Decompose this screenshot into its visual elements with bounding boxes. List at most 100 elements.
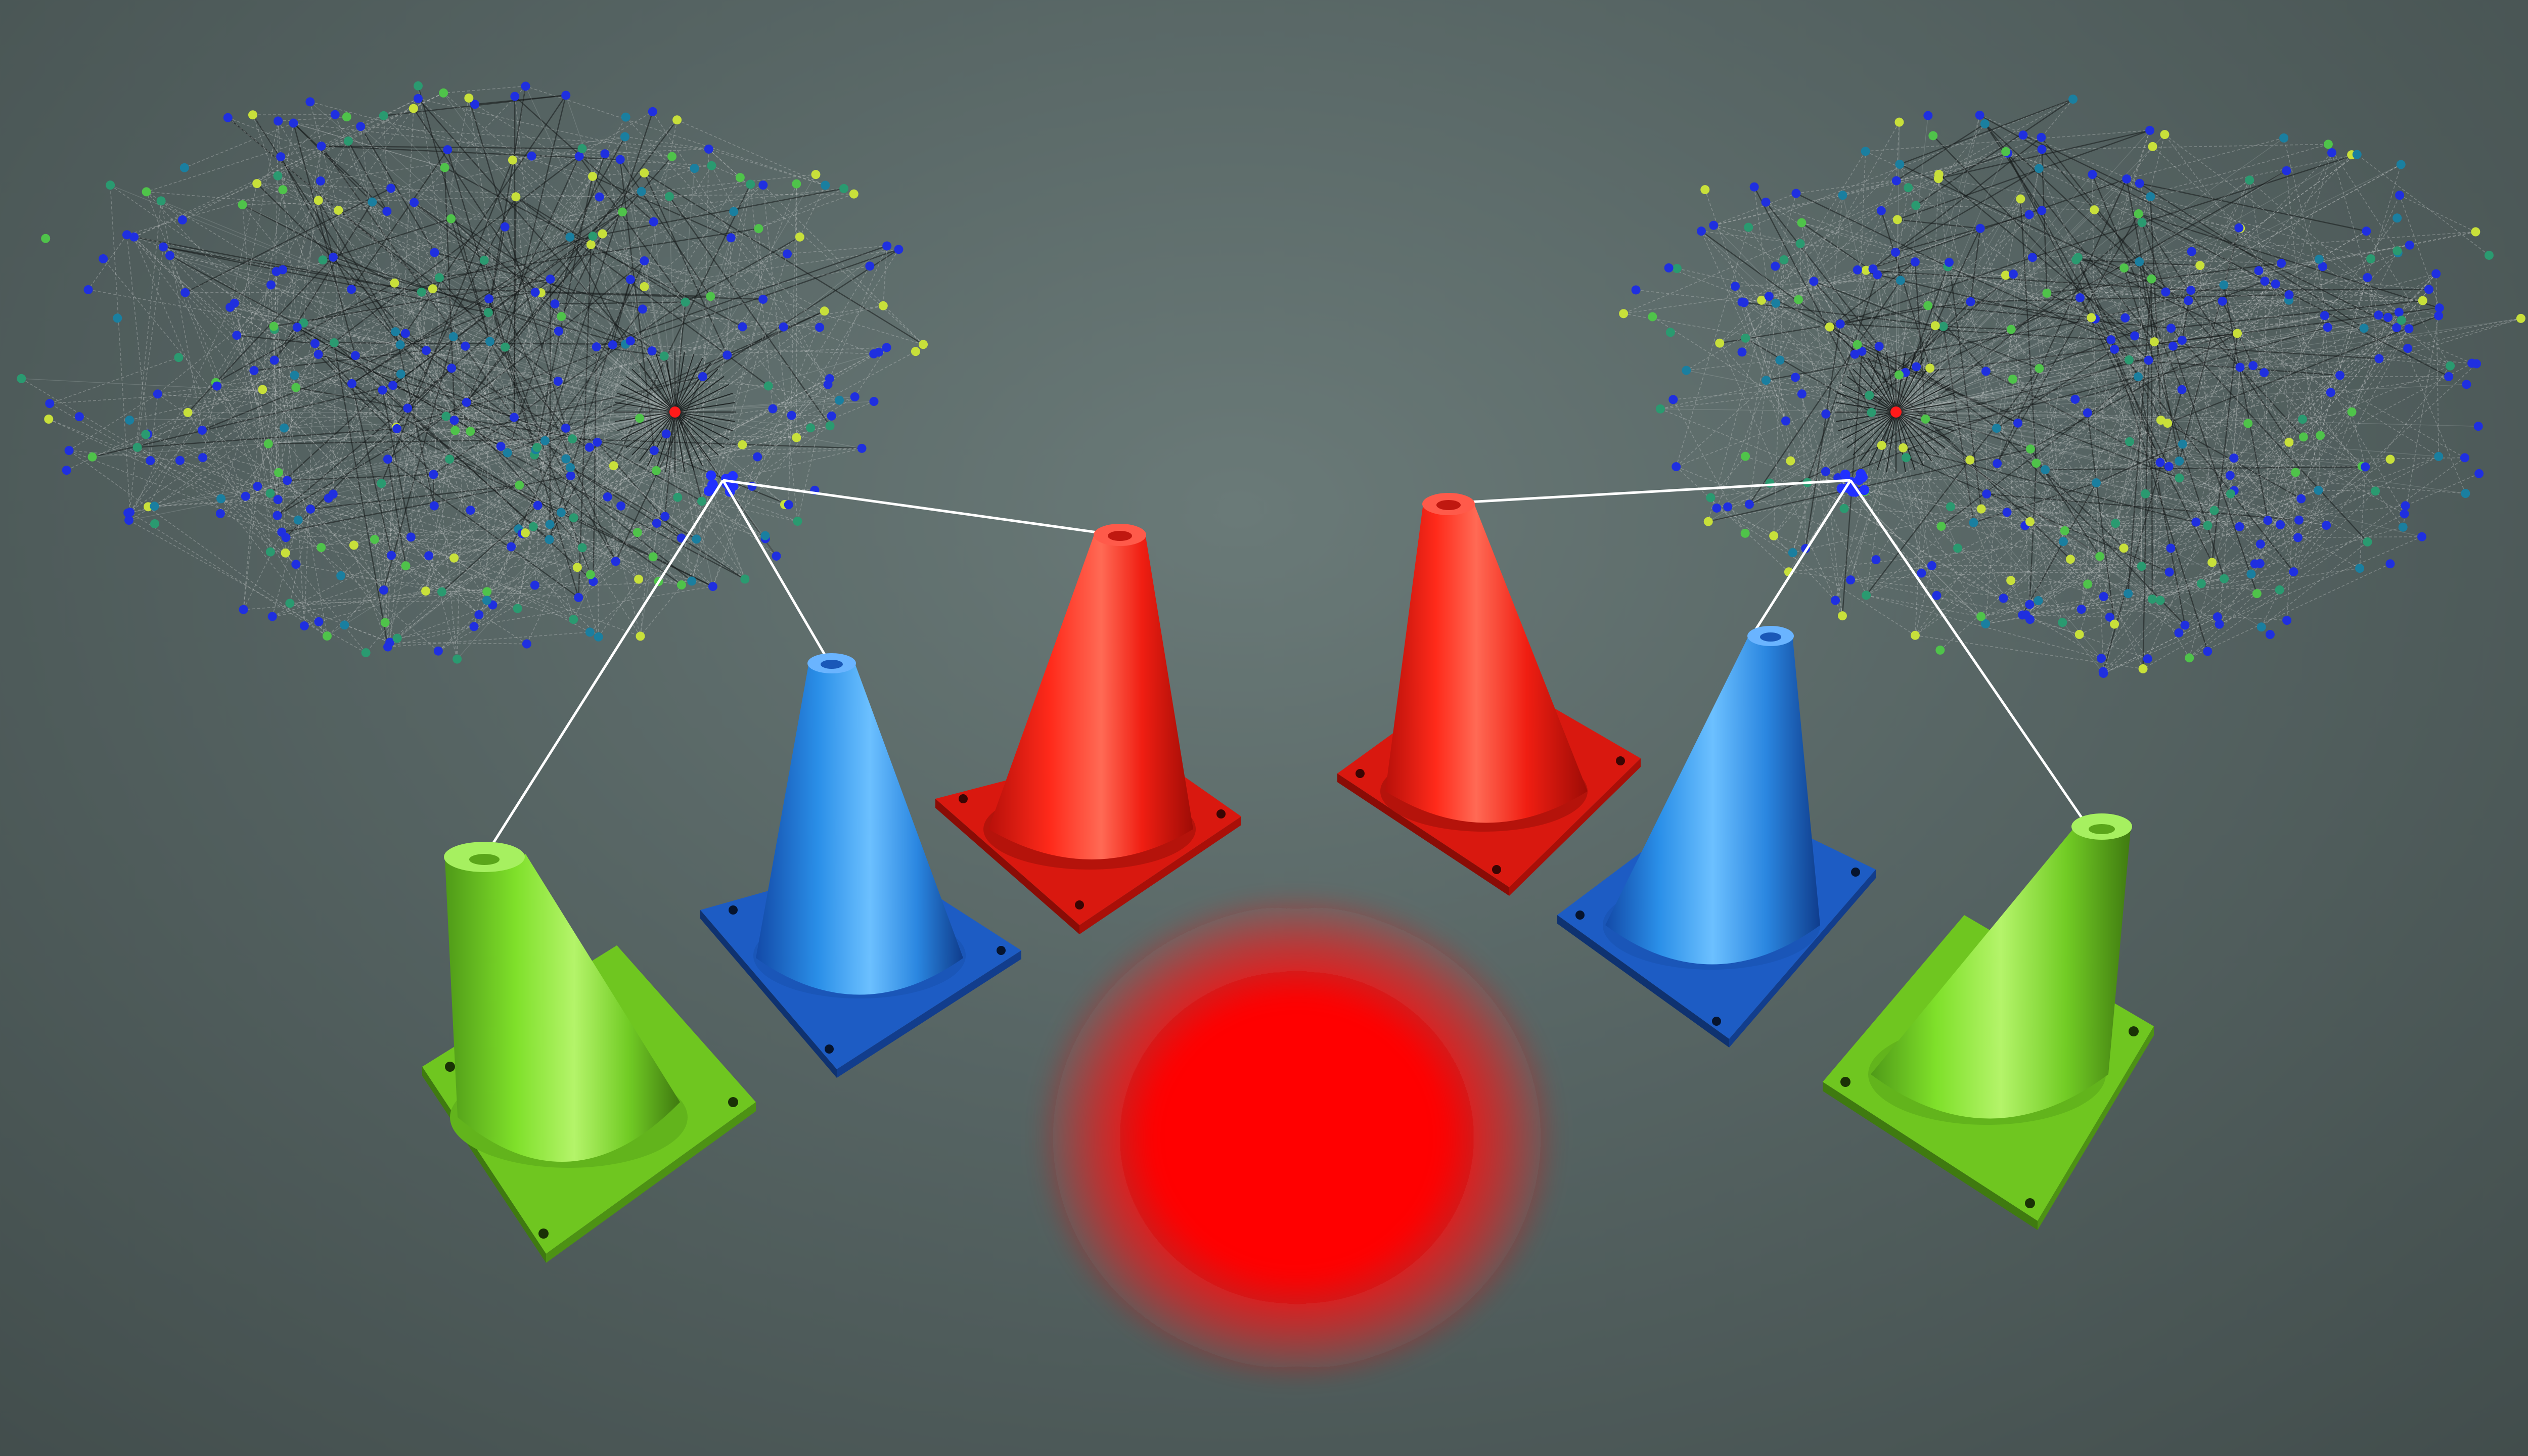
network-node xyxy=(530,288,540,297)
hub-spoke xyxy=(394,283,675,413)
network-edge xyxy=(2138,213,2440,309)
network-edge xyxy=(2129,152,2332,360)
network-edge xyxy=(49,403,151,461)
network-edge xyxy=(146,434,279,473)
network-node xyxy=(2074,629,2084,639)
network-edge xyxy=(516,193,854,198)
network-edge xyxy=(293,123,356,356)
network-edge xyxy=(1676,466,1789,572)
network-edge xyxy=(397,533,523,639)
hub-spoke xyxy=(1895,412,2025,526)
network-node xyxy=(2355,564,2365,573)
network-node xyxy=(1857,346,1867,356)
network-node xyxy=(1741,333,1750,343)
network-edge xyxy=(1931,563,2260,566)
network-edge xyxy=(318,200,334,258)
network-edge xyxy=(1708,448,2031,522)
network-edge xyxy=(2164,134,2289,301)
network-node xyxy=(1712,503,1722,513)
network-edge xyxy=(220,252,435,514)
network-edge xyxy=(355,355,471,511)
network-node xyxy=(616,501,626,511)
network-node xyxy=(276,152,286,162)
network-node xyxy=(2401,501,2410,511)
cone-right-red xyxy=(1337,493,1641,896)
hub-spoke xyxy=(400,374,675,413)
hub-spoke xyxy=(1842,195,1897,413)
network-edge xyxy=(215,282,395,383)
network-edge xyxy=(1825,471,2153,600)
hub-spoke xyxy=(1829,327,1897,413)
network-edge xyxy=(2179,152,2332,462)
network-edge xyxy=(137,447,406,566)
network-node xyxy=(122,230,131,240)
hub-spoke xyxy=(1895,376,1946,413)
network-node xyxy=(659,351,669,361)
network-edge xyxy=(150,460,392,556)
network-edge xyxy=(282,269,450,460)
network-edge xyxy=(593,500,702,582)
network-edge xyxy=(596,347,599,637)
network-node xyxy=(2293,533,2303,542)
network-edge xyxy=(396,428,599,638)
network-node xyxy=(2213,612,2222,622)
network-node xyxy=(1930,321,1940,331)
network-edge xyxy=(512,160,653,351)
network-edge xyxy=(526,356,665,644)
network-node xyxy=(343,136,353,146)
network-edge xyxy=(2099,556,2201,584)
network-node xyxy=(760,531,770,540)
network-edge xyxy=(2064,530,2142,567)
hub-spoke xyxy=(1853,369,1897,413)
network-node xyxy=(2215,619,2224,629)
network-edge xyxy=(347,141,388,212)
network-edge xyxy=(344,536,412,625)
hub-spoke xyxy=(1708,412,1897,522)
network-edge xyxy=(69,450,328,636)
network-edge xyxy=(2134,299,2289,337)
network-edge xyxy=(1719,164,1900,344)
network-edge xyxy=(234,303,279,500)
network-edge xyxy=(2095,258,2320,320)
network-edge xyxy=(2123,548,2190,658)
network-edge xyxy=(2139,261,2429,290)
network-node xyxy=(443,145,453,155)
network-edge xyxy=(389,292,422,643)
hub-spoke xyxy=(278,412,675,500)
network-edge xyxy=(2078,257,2152,280)
network-node xyxy=(584,442,594,452)
network-node xyxy=(382,206,392,216)
network-edge xyxy=(470,226,506,511)
network-node xyxy=(293,515,303,525)
network-edge xyxy=(1871,412,2088,585)
network-edge xyxy=(2139,183,2231,476)
network-node xyxy=(2166,324,2176,333)
network-edge xyxy=(287,416,446,481)
hub-spoke xyxy=(674,299,763,413)
network-node xyxy=(449,553,459,563)
network-edge xyxy=(2405,473,2479,507)
network-node xyxy=(62,466,71,475)
network-edge xyxy=(2223,285,2299,520)
network-node xyxy=(2083,579,2093,589)
network-node xyxy=(823,380,833,389)
network-edge xyxy=(2179,365,2451,479)
network-edge xyxy=(126,189,283,236)
network-edge xyxy=(787,245,887,254)
network-node xyxy=(313,349,323,359)
network-edge xyxy=(534,197,600,455)
network-edge xyxy=(360,126,709,150)
network-node xyxy=(305,97,315,107)
network-edge xyxy=(2141,222,2166,292)
network-node xyxy=(2195,261,2205,270)
network-node xyxy=(1953,543,1963,553)
network-edge xyxy=(1744,205,1916,303)
network-edge xyxy=(187,256,334,413)
network-node xyxy=(1825,322,1834,332)
network-edge xyxy=(202,342,335,458)
network-node xyxy=(2177,385,2187,394)
cone-left-green xyxy=(422,842,756,1263)
hub-spoke xyxy=(1895,412,2303,420)
hub-spoke xyxy=(1895,412,1932,462)
network-edge xyxy=(297,327,471,511)
